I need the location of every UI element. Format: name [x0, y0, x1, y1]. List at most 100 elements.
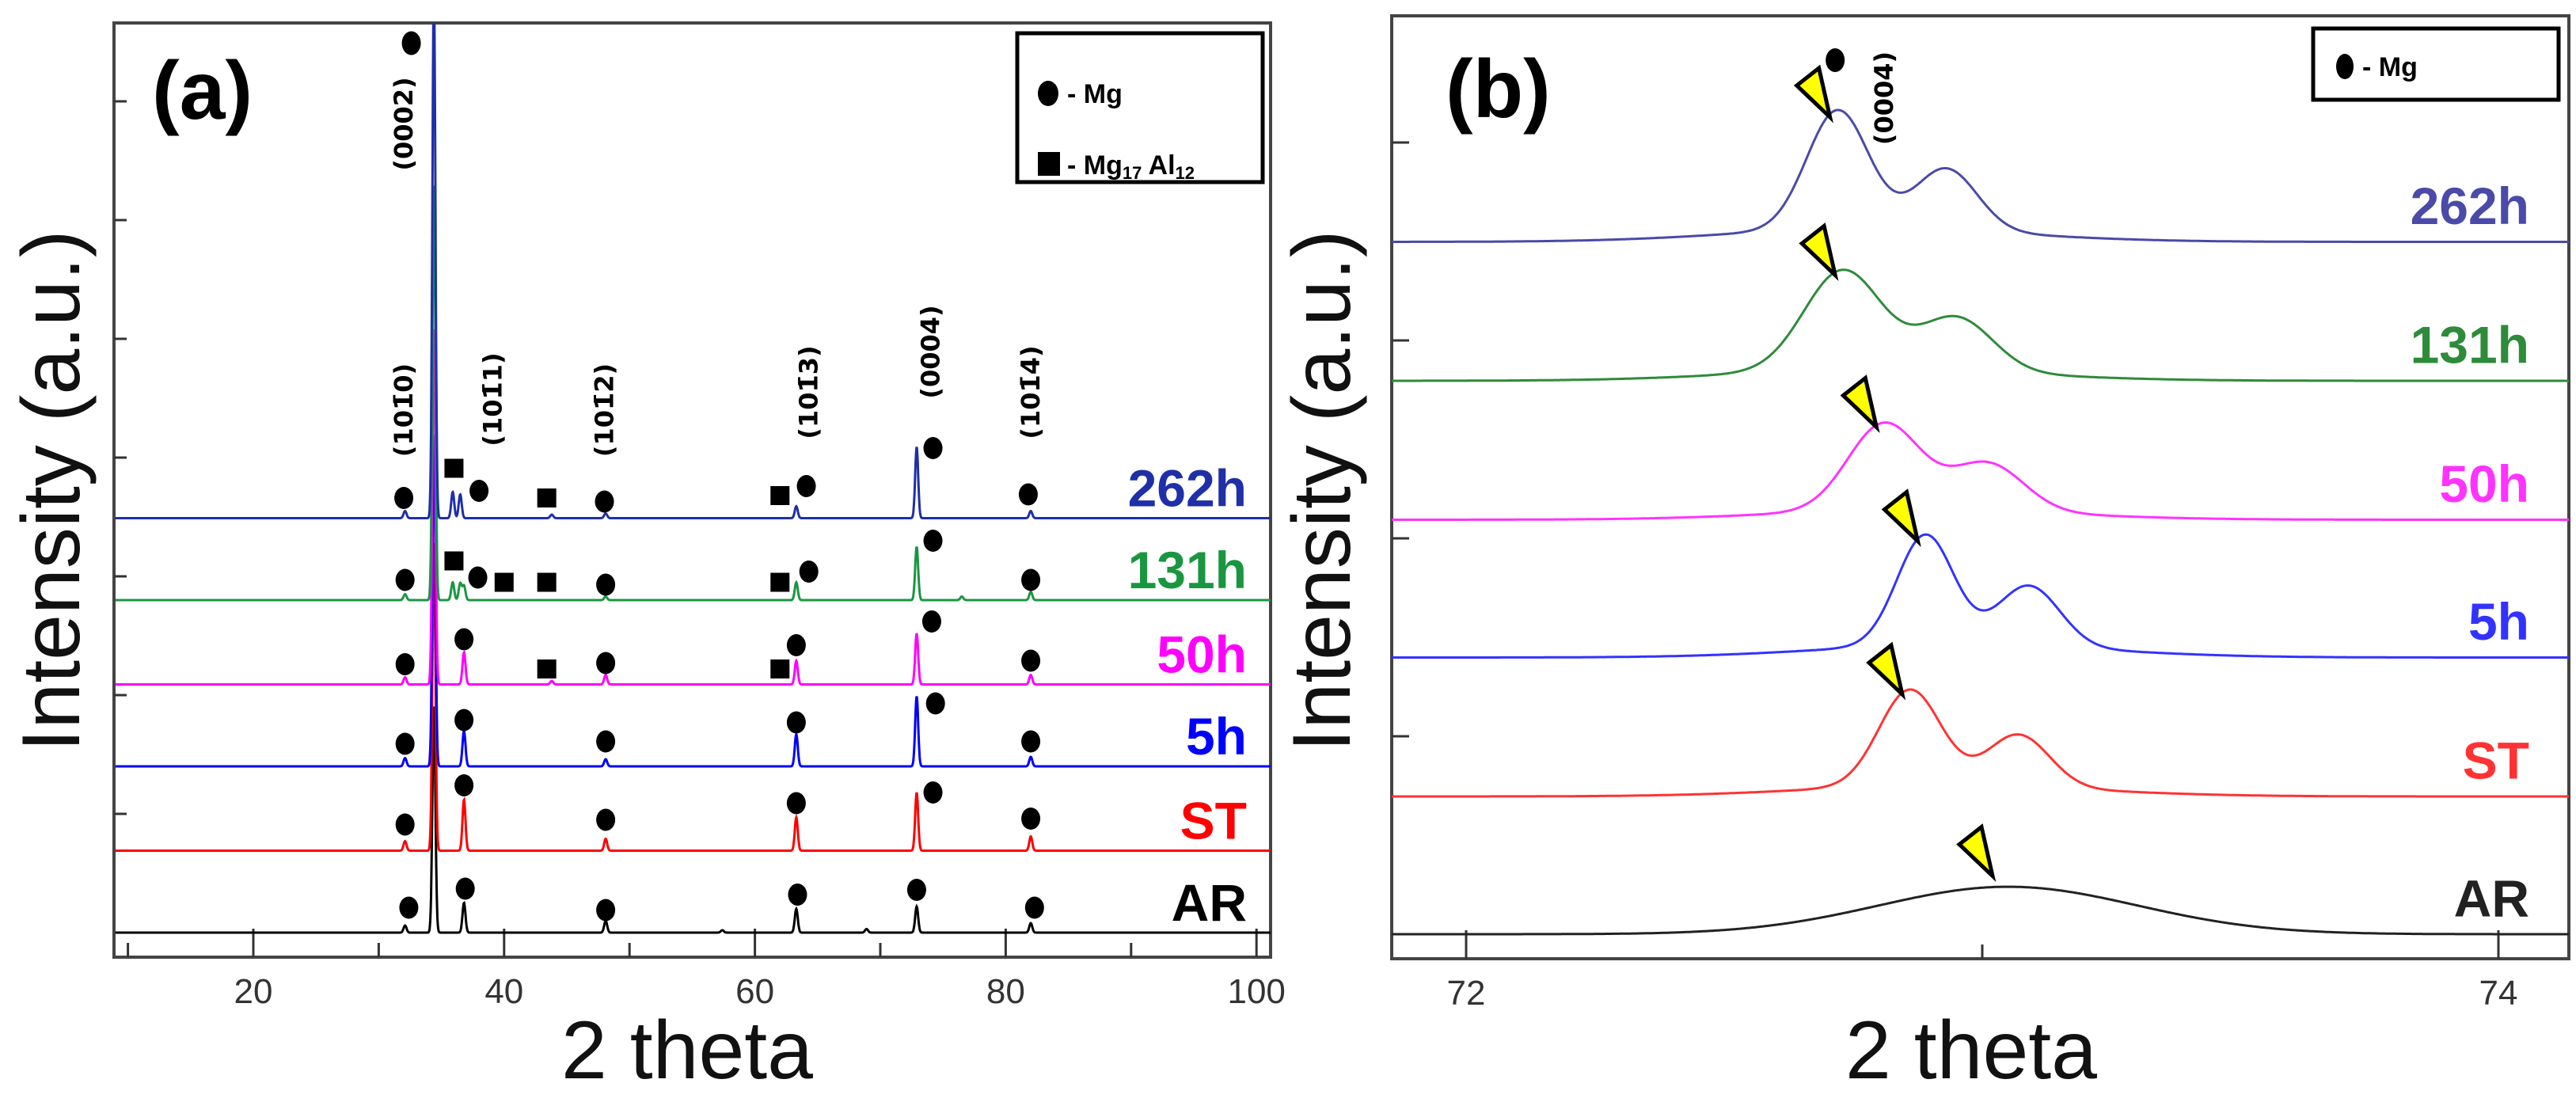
mg-peak-marker	[923, 781, 943, 804]
panel-b-legend: - Mg	[2311, 26, 2561, 102]
peak-shift-triangle-icon	[1840, 374, 1880, 434]
x-tick-label: 74	[2479, 974, 2518, 1013]
hkl-label: (101̄4)	[1016, 345, 1046, 439]
mg-peak-marker	[394, 487, 414, 509]
mg-peak-marker	[395, 653, 415, 675]
series-label-262h: 262h	[1128, 459, 1247, 518]
mg-peak-marker	[468, 566, 488, 589]
mg-peak-marker	[788, 884, 807, 906]
mg-peak-marker	[399, 896, 419, 919]
series-line-131h	[1392, 268, 2569, 382]
x-tick-label: 100	[1227, 972, 1285, 1011]
mg-peak-marker	[455, 877, 475, 900]
mg-peak-marker	[786, 634, 806, 656]
panel-b-markers: AR ST 5h 50h 131h 262h (0004)	[1793, 48, 2529, 928]
series-label-AR: AR	[2454, 869, 2529, 928]
panel-b-curves	[1392, 108, 2569, 936]
panel-b-ticks: 72 74	[1392, 141, 2518, 1013]
mg-peak-marker	[1021, 808, 1041, 830]
mg17al12-peak-marker	[537, 488, 557, 507]
panel-b-label: (b)	[1446, 44, 1551, 135]
mg17al12-peak-marker	[494, 572, 514, 592]
series-line-AR	[1392, 885, 2569, 936]
x-tick-label: 60	[735, 972, 774, 1011]
hkl-label: (0004)	[1869, 51, 1899, 145]
mg-peak-marker	[923, 437, 943, 459]
mg-peak-marker	[786, 711, 806, 734]
panel-a-label: (a)	[152, 45, 253, 137]
mg17al12-peak-marker	[537, 659, 557, 678]
panel-a-curves	[115, 23, 1271, 934]
panel-b-ylabel: Intensity (a.u.)	[1276, 230, 1368, 752]
mg-peak-marker	[796, 475, 816, 497]
peak-shift-triangle-icon	[1793, 64, 1833, 124]
mg-peak-marker	[454, 774, 474, 796]
series-label-5h: 5h	[2468, 592, 2529, 651]
mg-peak-marker	[596, 573, 616, 596]
mg-peak-marker	[395, 568, 415, 591]
series-label-50h: 50h	[1157, 625, 1247, 684]
panel-a-ticks: 20 40 60 80 100	[114, 100, 1286, 1011]
panel-b-xlabel: 2 theta	[1845, 1005, 2097, 1096]
x-tick-label: 20	[234, 972, 273, 1011]
legend-text: - Mg	[1067, 150, 1123, 181]
mg-peak-marker	[454, 709, 474, 732]
mg-peak-marker	[923, 530, 943, 552]
series-line-ST	[115, 542, 1271, 852]
legend-sub: 12	[1176, 163, 1195, 183]
legend-mg-label: - Mg	[1067, 79, 1123, 109]
mg-peak-marker	[799, 561, 819, 583]
mg-peak-marker	[1024, 896, 1044, 919]
mg-peak-marker	[1018, 483, 1038, 506]
mg-peak-marker	[454, 628, 474, 651]
mg-peak-marker	[1021, 568, 1041, 591]
panel-b-frame	[1390, 14, 2570, 960]
series-label-131h: 131h	[2411, 316, 2529, 374]
legend-mg17al12-label: - Mg17 Al12	[1067, 150, 1195, 183]
mg-peak-marker	[596, 730, 616, 753]
legend-circle-icon	[1038, 81, 1058, 106]
peak-shift-triangle-icon	[1866, 641, 1906, 701]
mg-peak-marker	[925, 692, 945, 715]
series-label-50h: 50h	[2439, 454, 2529, 513]
legend-box	[2311, 26, 2561, 102]
hkl-label: (101̄2)	[590, 363, 620, 457]
legend-circle-icon	[2336, 54, 2354, 79]
panel-a-ylabel: Intensity (a.u.)	[6, 230, 97, 752]
mg-peak-marker	[395, 813, 415, 836]
panel-a: 20 40 60 80 100 AR ST 5h 50h 131h 262h (0002) (101̄…	[6, 21, 1286, 1096]
mg17al12-peak-marker	[770, 572, 790, 592]
x-tick-label: 72	[1447, 974, 1486, 1013]
mg-peak-marker	[921, 610, 941, 633]
mg-peak-marker	[469, 480, 489, 502]
mg-peak-marker	[596, 899, 616, 922]
mg-peak-marker	[395, 732, 415, 755]
hkl-label: (101̄0)	[389, 363, 419, 457]
mg17al12-peak-marker	[444, 458, 464, 478]
peak-shift-triangle-icon	[1799, 222, 1839, 282]
panel-a-legend: - Mg - Mg17 Al12	[1015, 31, 1265, 184]
panel-b: 72 74 AR ST 5h 50h 131h 262h (0004) (b) 2 theta…	[1276, 14, 2570, 1096]
panel-a-xlabel: 2 theta	[561, 1005, 813, 1096]
series-label-5h: 5h	[1186, 707, 1247, 766]
series-label-ST: ST	[2463, 732, 2529, 790]
peak-shift-triangle-icon	[1881, 488, 1921, 548]
mg17al12-peak-marker	[537, 572, 557, 592]
mg17al12-peak-marker	[444, 551, 464, 571]
series-line-262h	[115, 23, 1271, 519]
legend-sub: 17	[1123, 163, 1142, 183]
mg-peak-marker	[401, 31, 421, 55]
series-line-262h	[1392, 108, 2569, 243]
mg17al12-peak-marker	[770, 486, 790, 505]
series-line-5h	[115, 435, 1271, 768]
hkl-label: (101̄3)	[794, 345, 824, 439]
mg-peak-marker	[1826, 48, 1845, 72]
mg-peak-marker	[906, 879, 926, 901]
mg-peak-marker	[1021, 730, 1041, 753]
peak-shift-triangle-icon	[1956, 823, 1997, 883]
series-line-5h	[1392, 533, 2569, 659]
panel-a-frame	[112, 21, 1272, 959]
mg-peak-marker	[596, 808, 616, 831]
series-label-262h: 262h	[2411, 177, 2529, 235]
series-label-ST: ST	[1180, 792, 1247, 850]
